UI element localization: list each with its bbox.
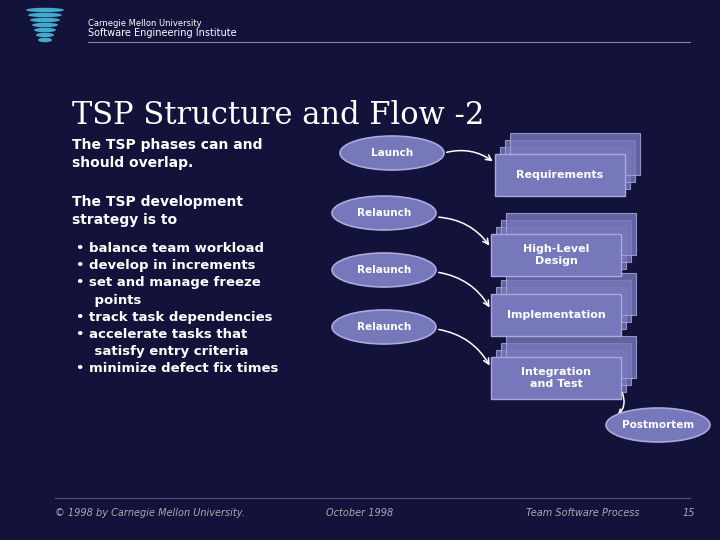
Text: • balance team workload
• develop in increments
• set and manage freeze
    poin: • balance team workload • develop in inc… (76, 242, 279, 375)
Text: Launch: Launch (371, 148, 413, 158)
Text: Carnegie Mellon University: Carnegie Mellon University (88, 18, 202, 28)
FancyBboxPatch shape (506, 336, 636, 378)
Ellipse shape (332, 310, 436, 344)
Text: The TSP development
strategy is to: The TSP development strategy is to (72, 195, 243, 227)
FancyBboxPatch shape (496, 350, 626, 392)
Text: Requirements: Requirements (516, 170, 603, 180)
Ellipse shape (332, 196, 436, 230)
FancyBboxPatch shape (496, 227, 626, 269)
FancyBboxPatch shape (506, 273, 636, 315)
Ellipse shape (32, 23, 58, 27)
Ellipse shape (34, 28, 56, 32)
Text: 15: 15 (683, 508, 695, 518)
Ellipse shape (36, 33, 54, 37)
Text: Software Engineering Institute: Software Engineering Institute (88, 28, 237, 38)
FancyBboxPatch shape (500, 147, 630, 189)
Text: TSP Structure and Flow -2: TSP Structure and Flow -2 (72, 100, 485, 131)
Text: Team Software Process: Team Software Process (526, 508, 640, 518)
Ellipse shape (28, 13, 62, 17)
Text: October 1998: October 1998 (326, 508, 394, 518)
Text: High-Level
Design: High-Level Design (523, 244, 589, 266)
Ellipse shape (26, 8, 64, 12)
Text: Implementation: Implementation (507, 310, 606, 320)
Ellipse shape (30, 18, 60, 22)
Ellipse shape (38, 38, 52, 42)
FancyBboxPatch shape (510, 133, 640, 175)
Text: Postmortem: Postmortem (622, 420, 694, 430)
FancyBboxPatch shape (501, 280, 631, 322)
FancyBboxPatch shape (491, 294, 621, 336)
Text: Relaunch: Relaunch (357, 322, 411, 332)
Text: Relaunch: Relaunch (357, 265, 411, 275)
Text: © 1998 by Carnegie Mellon University.: © 1998 by Carnegie Mellon University. (55, 508, 245, 518)
FancyBboxPatch shape (491, 357, 621, 399)
FancyBboxPatch shape (501, 343, 631, 385)
FancyBboxPatch shape (505, 140, 635, 182)
Text: Integration
and Test: Integration and Test (521, 367, 591, 389)
Text: Relaunch: Relaunch (357, 208, 411, 218)
FancyBboxPatch shape (495, 154, 625, 196)
FancyBboxPatch shape (491, 234, 621, 276)
FancyBboxPatch shape (506, 213, 636, 255)
Ellipse shape (340, 136, 444, 170)
Text: The TSP phases can and
should overlap.: The TSP phases can and should overlap. (72, 138, 263, 171)
Ellipse shape (606, 408, 710, 442)
FancyBboxPatch shape (496, 287, 626, 329)
FancyBboxPatch shape (501, 220, 631, 262)
Ellipse shape (332, 253, 436, 287)
